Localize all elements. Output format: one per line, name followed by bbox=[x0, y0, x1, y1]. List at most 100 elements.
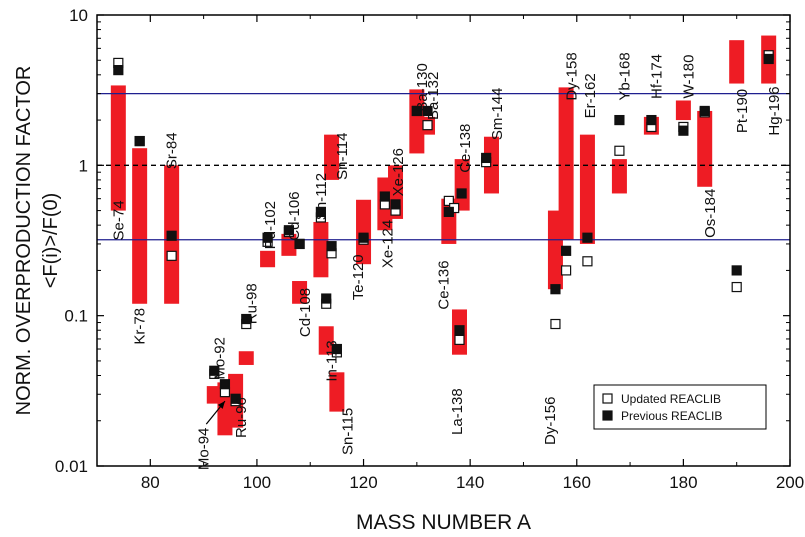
x-tick-label: 80 bbox=[141, 473, 160, 492]
previous-reaclib-point bbox=[379, 191, 390, 202]
isotope-label: Dy-158 bbox=[563, 52, 580, 100]
isotope-label: In-113 bbox=[324, 340, 341, 381]
legend-marker bbox=[602, 410, 613, 421]
isotope-label: Er-162 bbox=[582, 73, 599, 118]
previous-reaclib-point bbox=[134, 135, 145, 147]
updated-reaclib-point bbox=[614, 145, 625, 156]
previous-reaclib-point bbox=[731, 265, 742, 276]
range-bar bbox=[697, 110, 713, 187]
range-bar bbox=[356, 199, 372, 265]
previous-reaclib-point bbox=[241, 313, 252, 325]
range-bar bbox=[558, 87, 574, 240]
range-bar bbox=[324, 134, 340, 180]
updated-reaclib-point bbox=[166, 250, 177, 261]
updated-reaclib-point bbox=[443, 195, 454, 206]
updated-reaclib-point bbox=[454, 334, 465, 345]
previous-reaclib-point bbox=[209, 365, 220, 376]
isotope-label: Ce-136 bbox=[436, 260, 453, 309]
y-axis-title: NORM. OVERPRODUCTION FACTOR bbox=[13, 66, 35, 416]
previous-reaclib-point bbox=[113, 65, 124, 76]
y-tick-label: 1 bbox=[79, 156, 88, 175]
previous-reaclib-point bbox=[283, 225, 295, 236]
y-axis-subtitle: <F(i)>/F(0) bbox=[40, 193, 62, 289]
previous-reaclib-point bbox=[582, 232, 593, 243]
previous-reaclib-point bbox=[326, 241, 337, 252]
isotope-label: Ba-130 bbox=[414, 63, 431, 111]
previous-reaclib-point bbox=[390, 199, 401, 210]
previous-reaclib-point bbox=[358, 232, 369, 243]
previous-reaclib-point bbox=[294, 238, 305, 250]
isotope-label: Hf-174 bbox=[649, 54, 666, 99]
isotope-label: Ba-132 bbox=[425, 72, 442, 120]
isotope-label: Yb-168 bbox=[617, 52, 634, 100]
range-bar bbox=[329, 372, 345, 412]
previous-reaclib-point bbox=[262, 232, 273, 243]
annotation-arrow-head bbox=[217, 401, 225, 409]
range-bar bbox=[729, 40, 745, 84]
isotope-label: Xe-126 bbox=[390, 148, 407, 196]
x-axis-title: MASS NUMBER A bbox=[356, 511, 531, 534]
plot-frame bbox=[96, 14, 791, 467]
previous-reaclib-point bbox=[699, 105, 710, 117]
isotope-label: Hg-196 bbox=[766, 86, 783, 135]
isotope-label: Te-120 bbox=[350, 254, 367, 300]
previous-reaclib-point bbox=[230, 393, 241, 404]
previous-reaclib-point bbox=[331, 343, 342, 355]
y-tick-label: 10 bbox=[69, 6, 88, 25]
isotope-label: Sn-112 bbox=[313, 173, 330, 220]
range-bar bbox=[579, 134, 595, 244]
previous-reaclib-point bbox=[456, 188, 467, 199]
x-tick-label: 160 bbox=[563, 473, 591, 492]
isotope-label: Pt-190 bbox=[734, 89, 751, 133]
isotope-label: W-180 bbox=[681, 55, 698, 99]
isotope-label: Sn-114 bbox=[334, 133, 351, 180]
isotope-label: Cd-108 bbox=[297, 288, 314, 337]
x-tick-label: 120 bbox=[349, 473, 377, 492]
range-bar bbox=[238, 351, 254, 365]
x-tick-label: 200 bbox=[776, 473, 804, 492]
previous-reaclib-point bbox=[219, 379, 231, 390]
isotope-label: Sn-115 bbox=[340, 408, 357, 455]
legend-marker bbox=[602, 393, 613, 404]
isotope-label: Mo-92 bbox=[212, 337, 229, 380]
range-bar bbox=[110, 85, 126, 211]
isotope-label: Se-74 bbox=[110, 200, 127, 240]
x-tick-label: 100 bbox=[243, 473, 271, 492]
y-tick-label: 0.1 bbox=[64, 307, 88, 326]
isotope-label: Ce-138 bbox=[457, 124, 474, 173]
isotope-label: Mo-94 bbox=[196, 428, 213, 471]
range-bar bbox=[292, 281, 308, 304]
isotope-label: Cd-106 bbox=[286, 191, 303, 240]
previous-reaclib-point bbox=[411, 105, 422, 117]
range-bar bbox=[675, 100, 691, 121]
range-bar bbox=[260, 250, 276, 268]
previous-reaclib-point bbox=[561, 245, 572, 256]
legend-label: Previous REACLIB bbox=[621, 409, 722, 423]
range-bar bbox=[611, 159, 627, 194]
previous-reaclib-point bbox=[454, 325, 465, 336]
range-bar bbox=[313, 221, 329, 278]
updated-reaclib-point bbox=[731, 281, 742, 293]
updated-reaclib-point bbox=[550, 318, 561, 330]
legend-box bbox=[593, 384, 767, 430]
updated-reaclib-point bbox=[561, 265, 572, 276]
previous-reaclib-point bbox=[315, 206, 326, 218]
previous-reaclib-point bbox=[422, 105, 433, 117]
range-bar bbox=[318, 326, 334, 355]
isotope-label: Sr-84 bbox=[164, 132, 181, 169]
x-tick-label: 180 bbox=[669, 473, 697, 492]
x-tick-label: 140 bbox=[456, 473, 484, 492]
legend-label: Updated REACLIB bbox=[621, 392, 721, 406]
isotope-label: Ru-96 bbox=[233, 397, 250, 438]
isotope-label: Kr-78 bbox=[132, 308, 149, 345]
isotope-label: Dy-156 bbox=[542, 397, 559, 445]
y-tick-label: 0.01 bbox=[55, 457, 88, 476]
previous-reaclib-point bbox=[646, 114, 657, 126]
isotope-label: Xe-124 bbox=[380, 220, 397, 268]
isotope-label: Sm-144 bbox=[489, 88, 506, 141]
isotope-label: Ru-98 bbox=[244, 283, 261, 324]
isotope-label: Pd-102 bbox=[262, 201, 279, 249]
range-bar bbox=[132, 148, 148, 304]
previous-reaclib-point bbox=[443, 206, 454, 218]
